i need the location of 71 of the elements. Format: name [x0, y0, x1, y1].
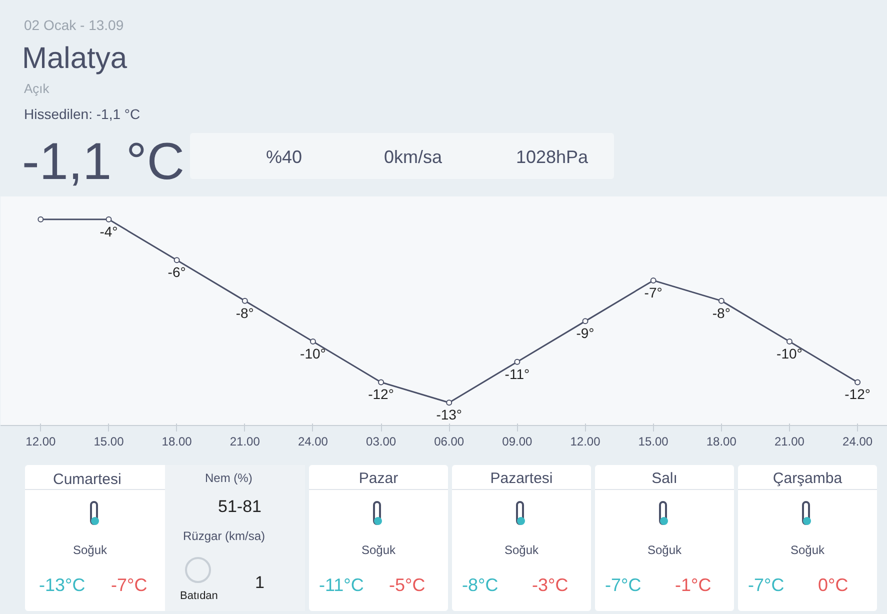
- data-label: -6°: [168, 264, 186, 280]
- x-tick-label: 15.00: [94, 434, 124, 448]
- text: 0°C: [818, 574, 848, 597]
- data-label: -8°: [236, 304, 254, 321]
- point: [650, 277, 656, 284]
- chart-title: Malatya: [22, 41, 128, 77]
- text: -8°C: [462, 574, 498, 597]
- point: [582, 318, 588, 324]
- x-tick-label: 18.00: [162, 434, 192, 448]
- x-tick-label: 12.00: [570, 434, 601, 448]
- text: -11°C: [319, 574, 364, 597]
- text: 1028hPa: [516, 146, 588, 169]
- x-tick-label: 12.00: [26, 434, 56, 448]
- text: %40: [266, 146, 302, 169]
- data-label: -10°: [776, 346, 802, 362]
- text: Soğuk: [360, 542, 397, 559]
- point: [718, 298, 724, 304]
- point: [446, 400, 452, 406]
- text: Hissedilen: -1,1 °C: [24, 105, 140, 124]
- text: -1,1 °C: [22, 132, 184, 193]
- chart-subtitle: 02 Ocak - 13.09: [24, 16, 124, 35]
- data-label: -8°: [712, 304, 730, 321]
- data-label: -12°: [368, 386, 394, 402]
- text: Cumartesi: [53, 470, 122, 490]
- text: Soğuk: [503, 542, 540, 559]
- text: 1: [255, 572, 264, 594]
- x-tick-label: 03.00: [366, 434, 396, 448]
- data-label: -12°: [844, 386, 870, 402]
- x-tick-label: 15.00: [638, 434, 669, 448]
- text: Soğuk: [73, 542, 108, 559]
- x-tick-label: 06.00: [434, 434, 464, 448]
- text: Pazar: [358, 469, 400, 489]
- x-tick-label: 24.00: [298, 434, 328, 448]
- text: -3°C: [532, 574, 568, 597]
- text: 51-81: [218, 496, 262, 518]
- text: Pazartesi: [489, 469, 554, 489]
- point: [106, 216, 112, 222]
- x-tick-label: 24.00: [842, 434, 873, 448]
- data-label: -13°: [436, 406, 462, 423]
- point: [242, 298, 248, 304]
- text: Soğuk: [646, 542, 683, 559]
- text: -7°C: [605, 574, 642, 597]
- text: -13°C: [39, 574, 86, 597]
- data-label: -7°: [644, 284, 662, 300]
- point: [38, 216, 44, 222]
- data-label: -9°: [576, 325, 594, 342]
- text: Çarşamba: [772, 469, 844, 489]
- x-tick-label: 21.00: [230, 434, 260, 448]
- point: [786, 338, 792, 345]
- text: Salı: [650, 469, 678, 489]
- data-label: -10°: [300, 346, 326, 362]
- text: Rüzgar (km/sa): [183, 528, 266, 545]
- x-tick-label: 09.00: [502, 434, 533, 448]
- point: [854, 379, 861, 386]
- x-tick-label: 18.00: [706, 434, 737, 448]
- text: -7°C: [748, 574, 784, 597]
- text: Açık: [24, 80, 50, 98]
- point: [514, 358, 520, 365]
- text: -1°C: [675, 574, 712, 597]
- point: [310, 338, 316, 345]
- text: -5°C: [389, 574, 426, 597]
- data-label: -11°: [504, 366, 530, 382]
- text: Soğuk: [789, 542, 826, 559]
- x-tick-label: 21.00: [774, 434, 805, 448]
- point: [378, 379, 384, 386]
- point: [174, 257, 180, 264]
- text: Batıdan: [180, 589, 218, 604]
- text: Nem (%): [205, 470, 252, 487]
- text: 0km/sa: [384, 146, 442, 169]
- data-label: -4°: [100, 223, 118, 240]
- text: -7°C: [111, 574, 148, 597]
